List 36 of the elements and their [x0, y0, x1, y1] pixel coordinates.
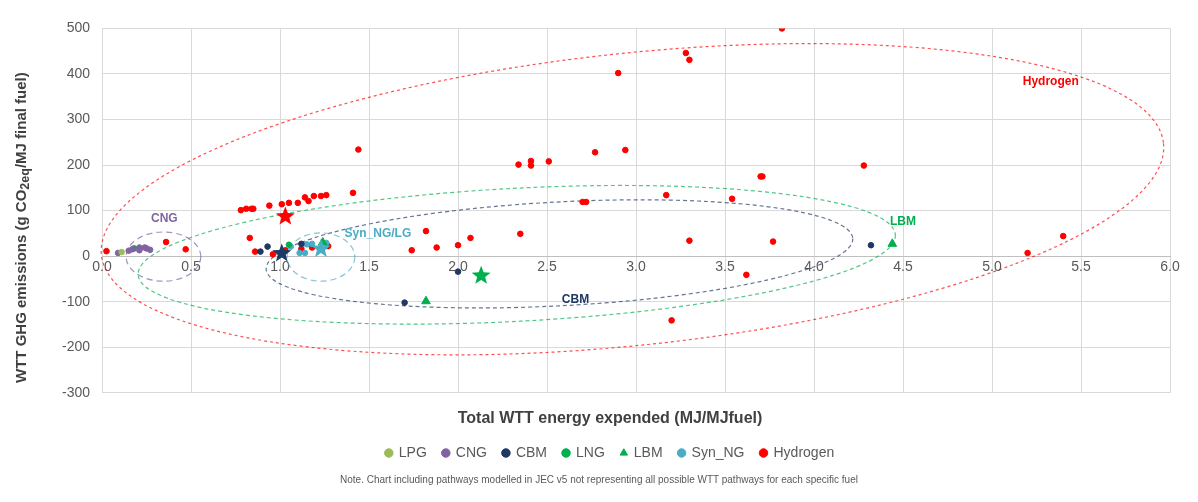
legend-label: LNG — [576, 443, 605, 460]
x-tick-label: 3.0 — [626, 258, 646, 275]
y-tick-label: 500 — [66, 19, 91, 36]
x-tick-label: 1.0 — [270, 258, 290, 275]
y-tick-label: 300 — [66, 110, 91, 127]
y-tick-label: 0 — [82, 247, 91, 264]
legend-label: CBM — [515, 443, 548, 460]
annotation: CBM — [561, 292, 590, 307]
x-tick-label: 6.0 — [1160, 258, 1180, 275]
annotation: Hydrogen — [1022, 74, 1079, 89]
x-tick-label: 2.5 — [537, 258, 557, 275]
annotation: LBM — [890, 213, 917, 228]
x-tick-label: 5.0 — [982, 258, 1002, 275]
x-tick-label: 0.0 — [92, 258, 112, 275]
annotation: CNG — [150, 211, 178, 226]
y-tick-label: 100 — [66, 201, 91, 218]
y-tick-label: -200 — [61, 338, 91, 355]
x-tick-label: 4.5 — [893, 258, 913, 275]
legend-label: CNG — [455, 443, 487, 460]
x-tick-label: 2.0 — [448, 258, 468, 275]
legend-label: Syn_NG — [691, 443, 745, 460]
y-tick-label: -300 — [61, 383, 91, 400]
x-tick-label: 4.0 — [804, 258, 824, 275]
legend-label: LPG — [398, 443, 427, 460]
x-axis-title: Total WTT energy expended (MJ/MJfuel) — [457, 409, 763, 427]
y-tick-label: -100 — [61, 292, 91, 309]
legend-label: Hydrogen — [773, 443, 835, 460]
text: Note. Chart including pathways modelled in JEC v5 not representing all possible WTT pathways for each specific fuel — [339, 474, 859, 485]
y-tick-label: 400 — [66, 64, 91, 81]
x-tick-label: 3.5 — [715, 258, 735, 275]
x-tick-label: 0.5 — [181, 258, 201, 275]
annotation: Syn_NG/LG — [344, 225, 412, 240]
legend-label: LBM — [633, 443, 663, 460]
x-tick-label: 1.5 — [359, 258, 379, 275]
y-tick-label: 200 — [66, 155, 91, 172]
x-tick-label: 5.5 — [1071, 258, 1091, 275]
